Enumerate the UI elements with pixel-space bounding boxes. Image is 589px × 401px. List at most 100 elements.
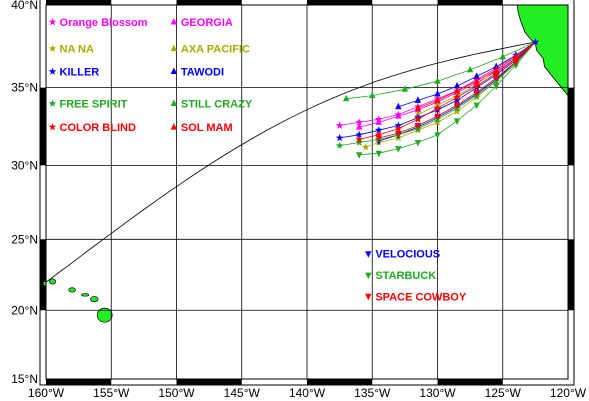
x-tick-label: 125°W (485, 386, 522, 400)
star-marker (335, 121, 344, 129)
triangle-up-marker (466, 65, 474, 73)
triangle-up-marker (473, 77, 480, 84)
triangle-up-marker (375, 118, 382, 125)
star-marker (335, 133, 344, 142)
island-kauai (48, 278, 57, 285)
triangle-up-marker (453, 82, 461, 89)
y-tick-label: 20°N (11, 303, 38, 317)
frame-band-top (307, 0, 373, 5)
legend-label: NA NA (60, 44, 94, 56)
y-tick-label: 35°N (11, 81, 38, 95)
triangle-down-marker (493, 83, 500, 91)
legend-label: KILLER (60, 67, 100, 79)
frame-band-bottom (307, 379, 373, 385)
land-layer (42, 4, 569, 323)
triangle-down-marker (434, 132, 441, 139)
great-circle-line (45, 41, 536, 283)
triangle-down-marker (356, 152, 363, 159)
triangle-down-marker (453, 102, 461, 110)
triangle-up-marker (493, 65, 500, 73)
track (395, 41, 536, 110)
star-marker (48, 99, 57, 107)
star-marker (48, 123, 57, 131)
frame-band-right (568, 87, 574, 166)
legend-entry: VELOCIOUS (365, 249, 440, 261)
star-marker (48, 67, 57, 75)
triangle-up-marker (499, 52, 506, 60)
y-tick-label: 30°N (11, 158, 38, 172)
island-oahu (68, 287, 76, 293)
triangle-down-marker (414, 140, 422, 147)
triangle-up-marker (473, 72, 480, 79)
x-tick-label: 135°W (354, 386, 391, 400)
frame-band-top (437, 0, 503, 5)
legend-entry: COLOR BLIND (48, 122, 136, 134)
track (355, 41, 536, 143)
triangle-up-marker (453, 86, 461, 94)
triangle-down-marker (473, 102, 480, 110)
triangle-up-marker (170, 99, 178, 107)
x-tick-label: 140°W (289, 386, 326, 400)
yacht-tracks (335, 38, 540, 159)
triangle-down-marker (453, 118, 461, 125)
legend-label: STILL CRAZY (181, 99, 253, 111)
triangle-up-marker (170, 123, 178, 130)
grid-lines (45, 4, 569, 380)
triangle-down-marker (473, 89, 480, 97)
track (342, 41, 536, 102)
triangle-up-marker (170, 67, 178, 75)
triangle-down-marker (375, 135, 382, 142)
star-marker (453, 107, 461, 115)
legend-entry: GEORGIA (170, 17, 233, 29)
legend-entry: FREE SPIRIT (48, 99, 128, 111)
legend-entry: Orange Blossom (48, 17, 148, 29)
triangle-up-marker (369, 91, 376, 99)
star-marker (433, 118, 442, 126)
legend-label: FREE SPIRIT (60, 99, 128, 111)
legend-label: SOL MAM (181, 122, 233, 134)
great-circle-route (45, 41, 536, 283)
triangle-up-marker (170, 17, 178, 25)
frame-band-bottom (437, 379, 503, 385)
triangle-down-marker (512, 59, 519, 66)
x-tick-label: 160°W (28, 386, 65, 400)
triangle-down-marker (365, 272, 372, 280)
triangle-down-marker (365, 251, 372, 258)
star-marker (433, 104, 442, 112)
legend-label: Orange Blossom (60, 17, 148, 29)
frame-band-bottom (46, 379, 112, 385)
legend-label: COLOR BLIND (60, 122, 136, 134)
star-marker (453, 93, 461, 101)
triangle-down-marker (395, 130, 402, 138)
star-marker (414, 115, 422, 123)
legend-label: GEORGIA (181, 17, 233, 29)
legend-entry: SPACE COWBOY (365, 291, 467, 303)
triangle-down-marker (375, 150, 382, 158)
triangle-up-marker (356, 123, 363, 130)
star-marker (355, 135, 363, 143)
triangle-up-marker (434, 96, 441, 103)
legend-entry: AXA PACIFIC (170, 44, 250, 56)
track-line (365, 41, 536, 148)
triangle-down-marker (365, 293, 372, 301)
legend-label: TAWODI (181, 67, 224, 79)
triangle-up-marker (512, 52, 519, 60)
triangle-down-marker (434, 113, 441, 121)
triangle-up-marker (434, 77, 441, 84)
triangle-up-marker (342, 94, 350, 102)
star-marker (355, 130, 363, 138)
triangle-up-marker (395, 112, 402, 119)
x-tick-label: 155°W (93, 386, 130, 400)
legend-entry: NA NA (48, 44, 94, 56)
track (414, 41, 536, 111)
x-tick-label: 145°W (224, 386, 261, 400)
legend-entry: SOL MAM (170, 122, 233, 134)
star-marker (394, 124, 403, 132)
frame-band-left (40, 239, 46, 311)
star-marker (492, 69, 500, 77)
frame-band-left (40, 87, 46, 166)
triangle-down-marker (414, 123, 422, 130)
triangle-down-marker (395, 146, 402, 153)
triangle-up-marker (170, 44, 178, 52)
star-marker (355, 138, 363, 146)
